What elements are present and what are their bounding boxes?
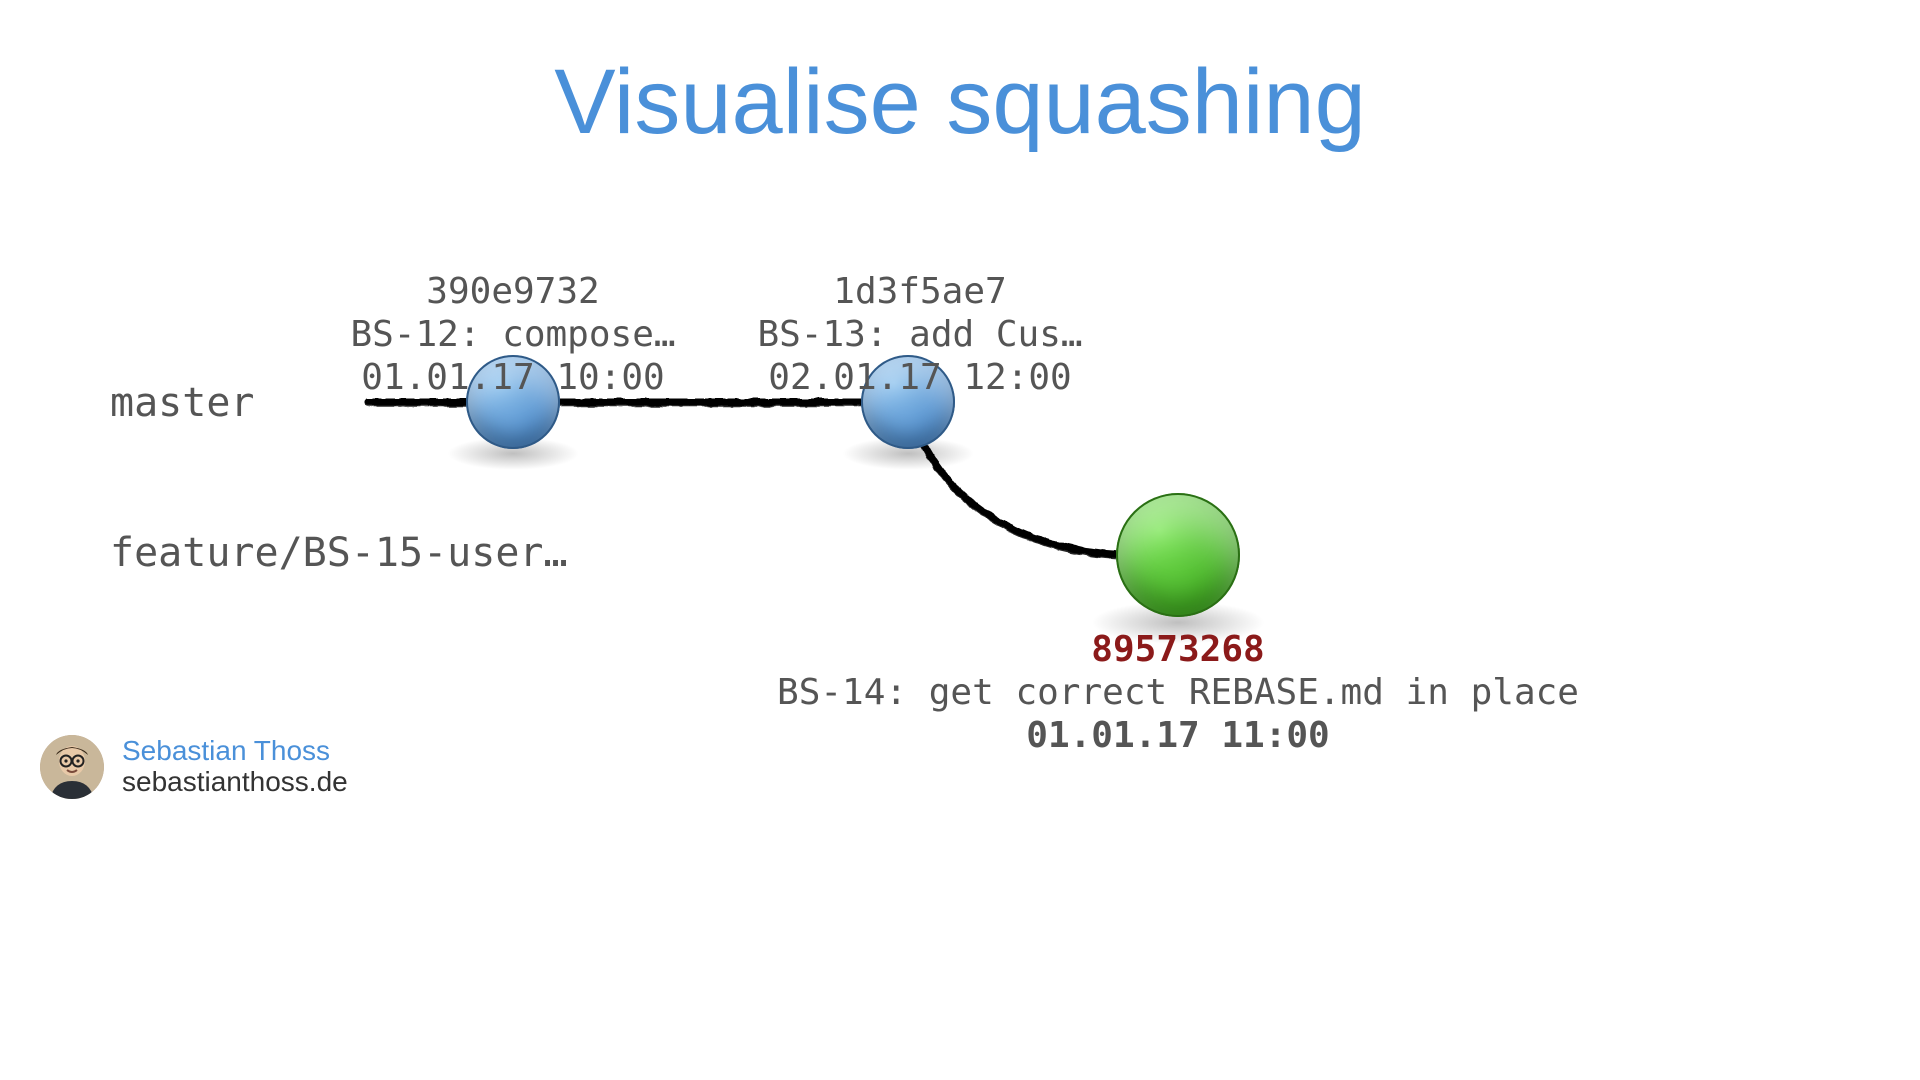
commit-label-c1: 390e9732BS-12: compose…01.01.17 10:00 [350,270,675,400]
node-ball [1116,493,1240,617]
footer-text: Sebastian Thoss sebastianthoss.de [122,736,348,798]
footer-name: Sebastian Thoss [122,736,348,767]
commit-label-c3: 89573268BS-14: get correct REBASE.md in … [777,628,1579,758]
commit-date: 02.01.17 12:00 [757,356,1082,399]
footer-site: sebastianthoss.de [122,767,348,798]
commit-msg: BS-14: get correct REBASE.md in place [777,671,1579,714]
commit-node-c3 [1116,493,1240,617]
avatar [40,735,104,799]
commit-date: 01.01.17 11:00 [777,714,1579,757]
commit-hash: 390e9732 [350,270,675,313]
commit-label-c2: 1d3f5ae7BS-13: add Cus…02.01.17 12:00 [757,270,1082,400]
commit-hash: 89573268 [777,628,1579,671]
branch-label-feature: feature/BS-15-user… [110,530,568,576]
commit-date: 01.01.17 10:00 [350,356,675,399]
commit-msg: BS-12: compose… [350,313,675,356]
commit-msg: BS-13: add Cus… [757,313,1082,356]
footer: Sebastian Thoss sebastianthoss.de [40,735,348,799]
slide-title: Visualise squashing [0,50,1920,155]
commit-hash: 1d3f5ae7 [757,270,1082,313]
branch-label-master: master [110,380,255,426]
